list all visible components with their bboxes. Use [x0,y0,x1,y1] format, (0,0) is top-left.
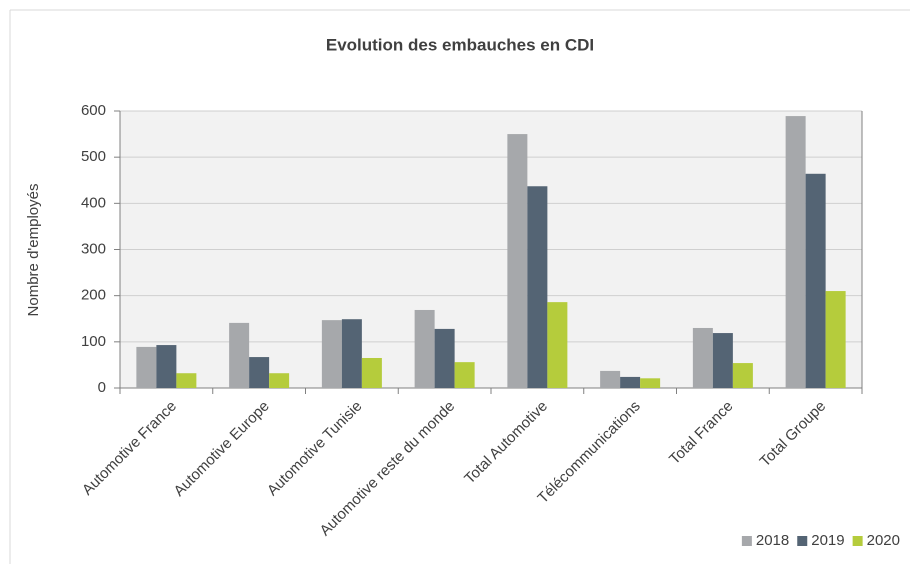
x-tick-label: Automotive France [79,398,180,499]
bar [547,302,568,388]
bar [269,373,290,388]
bar [361,357,382,388]
bar [620,376,641,388]
y-tick-label: 500 [81,148,106,165]
bar [527,186,548,388]
bar [785,116,806,388]
x-tick-label: Télécommunications [534,398,643,507]
bar [454,362,475,388]
bar [321,320,342,388]
bar [136,346,157,388]
bar [507,134,528,388]
bar [825,291,846,388]
y-tick-label: 100 [81,333,106,350]
x-tick-label: Automotive Tunisie [264,398,366,500]
y-tick-label: 600 [81,102,106,119]
bar [805,173,826,388]
y-tick-label: 400 [81,194,106,211]
legend-swatch [741,536,752,546]
y-tick-label: 300 [81,240,106,257]
bar [176,373,197,388]
chart-title: Evolution des embauches en CDI [326,35,594,54]
bar [229,322,250,388]
bar [249,357,270,388]
x-tick-label: Automotive Europe [171,398,273,500]
legend-swatch [852,536,863,546]
legend-label: 2020 [867,532,900,549]
legend-label: 2019 [811,532,844,549]
legend-swatch [797,536,808,546]
bar [434,328,455,388]
x-tick-label: Total France [666,398,736,468]
legend-label: 2018 [756,532,789,549]
x-tick-label: Total Automotive [461,398,551,488]
y-tick-label: 0 [98,379,106,396]
bar [712,333,733,388]
bar [732,363,753,388]
bar [640,378,661,388]
bar [414,309,435,388]
y-tick-label: 200 [81,287,106,304]
bar [692,327,713,388]
bar [600,370,621,388]
y-axis-label: Nombre d'employés [25,184,42,317]
bar [341,319,362,388]
x-tick-label: Total Groupe [757,398,830,471]
bar [156,345,177,388]
